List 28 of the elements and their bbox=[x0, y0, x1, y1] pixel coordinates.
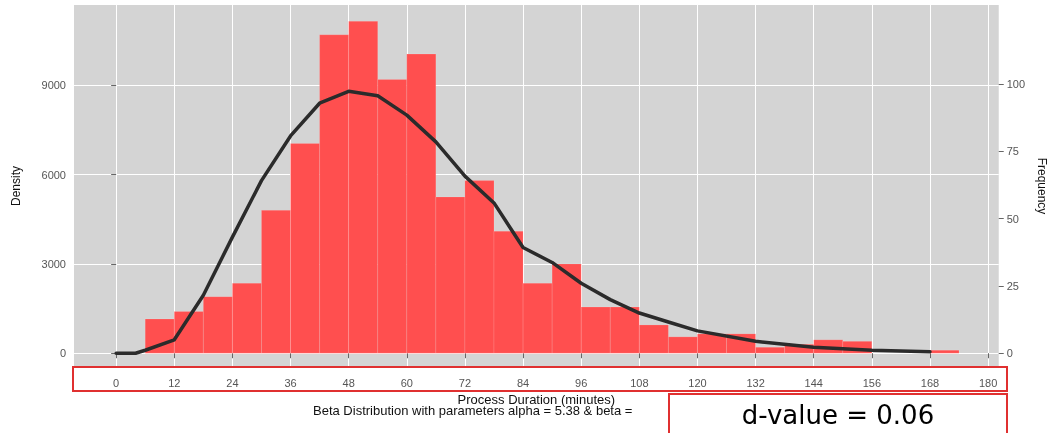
x-tick-label: 132 bbox=[746, 376, 765, 389]
x-tick-label: 168 bbox=[920, 376, 940, 389]
x-tick-label: 180 bbox=[978, 376, 998, 389]
x-tick-label: 96 bbox=[575, 376, 588, 389]
y2-tick-label: 75 bbox=[1006, 145, 1019, 158]
text: d-value = 0.06 bbox=[668, 393, 1008, 433]
x-tick-label: 156 bbox=[862, 376, 882, 389]
y2-tick-label: 0 bbox=[1006, 347, 1013, 360]
x-tick-label: 84 bbox=[516, 376, 530, 389]
y2-tick-label: 100 bbox=[1006, 77, 1026, 90]
y2-axis-title: Frequency bbox=[1035, 157, 1049, 215]
y2-tick-label: 25 bbox=[1006, 279, 1019, 292]
y-axis-title: Density bbox=[9, 165, 23, 207]
y-tick-label: 3000 bbox=[41, 257, 66, 270]
x-tick-label: 60 bbox=[400, 376, 413, 389]
y-tick-label: 6000 bbox=[41, 168, 66, 181]
x-tick-label: 24 bbox=[226, 376, 239, 389]
x-tick-label: 72 bbox=[458, 376, 472, 389]
x-tick-label: 36 bbox=[284, 376, 297, 389]
x-tick-label: 144 bbox=[804, 376, 823, 389]
x-tick-label: 48 bbox=[342, 376, 355, 389]
x-tick-label: 120 bbox=[688, 376, 707, 389]
x-tick-label: 0 bbox=[113, 376, 120, 389]
y2-tick-label: 50 bbox=[1006, 212, 1019, 225]
x-tick-label: 12 bbox=[168, 376, 181, 389]
y-tick-label: 9000 bbox=[41, 79, 66, 92]
x-tick-label: 108 bbox=[630, 376, 649, 389]
y-tick-label: 0 bbox=[59, 347, 66, 360]
